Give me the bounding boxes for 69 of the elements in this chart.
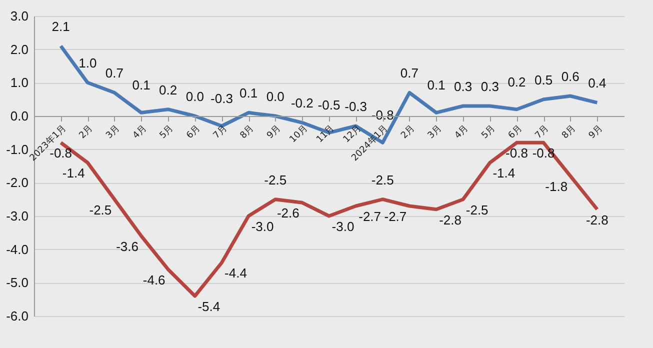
x-tick-label: 2月: [78, 124, 96, 141]
x-tick-label: 3月: [104, 124, 122, 141]
data-label: 0.1: [240, 86, 258, 101]
data-label: -0.3: [210, 91, 233, 106]
x-tick-label: 12月: [342, 124, 364, 146]
data-label: 0.7: [105, 66, 124, 81]
x-tick-label: 9月: [587, 124, 605, 141]
data-label: 0.6: [561, 69, 580, 84]
data-label: -1.4: [62, 166, 85, 181]
y-tick-label: 0.0: [10, 108, 28, 124]
x-tick-label: 6月: [506, 124, 524, 141]
x-tick-label: 3月: [426, 124, 444, 141]
data-label: -2.5: [264, 172, 287, 188]
data-label: 0.7: [400, 66, 418, 81]
y-tick-label: -1.0: [6, 142, 28, 157]
data-label: 1.0: [78, 56, 97, 71]
x-tick-label: 4月: [453, 124, 471, 141]
x-tick-label: 2月: [400, 124, 418, 141]
x-tick-label: 4月: [131, 124, 149, 141]
data-label: -1.8: [545, 179, 568, 194]
data-label: -0.3: [344, 99, 368, 114]
data-label: -2.5: [371, 172, 394, 188]
data-label: -2.7: [384, 209, 407, 224]
x-tick-label: 10月: [288, 124, 310, 146]
data-label: -2.7: [358, 209, 382, 224]
x-tick-label: 7月: [534, 124, 552, 141]
data-label: 0.5: [534, 72, 553, 88]
y-tick-label: -4.0: [6, 242, 28, 257]
x-tick-label: 8月: [238, 124, 256, 141]
data-label: -0.2: [290, 96, 314, 111]
y-tick-label: 2.0: [10, 42, 28, 57]
data-label: -0.8: [506, 146, 528, 161]
x-tick-label: 7月: [212, 124, 230, 141]
y-tick-label: -5.0: [6, 275, 28, 290]
y-tick-label: -2.0: [6, 175, 28, 190]
x-tick-label: 5月: [158, 124, 176, 141]
data-label: 0.0: [186, 89, 204, 104]
data-label: 0.1: [427, 78, 446, 93]
data-label: -2.8: [586, 212, 608, 228]
x-tick-label: 6月: [184, 124, 202, 141]
x-tick-label: 8月: [560, 124, 578, 141]
data-label: -3.0: [251, 219, 274, 234]
x-tick-label: 9月: [265, 124, 283, 141]
data-label: 0.2: [159, 82, 178, 98]
data-label: -5.4: [198, 299, 220, 314]
data-label: -2.5: [89, 202, 112, 218]
data-label: 2.1: [52, 19, 70, 34]
data-label: -4.4: [224, 266, 247, 281]
data-label: 0.2: [508, 74, 526, 90]
data-label: 0.0: [266, 89, 284, 104]
x-tick-label: 11月: [315, 124, 337, 146]
data-label: 0.3: [480, 79, 499, 94]
data-label: -0.5: [318, 98, 340, 113]
data-label: -0.8: [50, 146, 72, 161]
data-label: 0.4: [588, 76, 606, 91]
data-label: 0.1: [132, 78, 150, 93]
y-tick-label: -3.0: [6, 208, 28, 224]
data-label: -3.0: [332, 219, 354, 234]
x-tick-label: 5月: [480, 124, 498, 141]
data-label: 0.3: [454, 79, 472, 94]
data-label: -4.6: [142, 272, 166, 288]
data-label: -2.5: [466, 202, 488, 218]
data-label: -1.4: [492, 166, 516, 181]
data-label: -3.6: [116, 239, 138, 254]
y-tick-label: 3.0: [10, 8, 28, 24]
y-tick-label: 1.0: [10, 75, 28, 90]
data-label: -2.8: [439, 212, 462, 228]
data-label: -2.6: [276, 206, 300, 221]
y-tick-label: -6.0: [6, 308, 28, 324]
